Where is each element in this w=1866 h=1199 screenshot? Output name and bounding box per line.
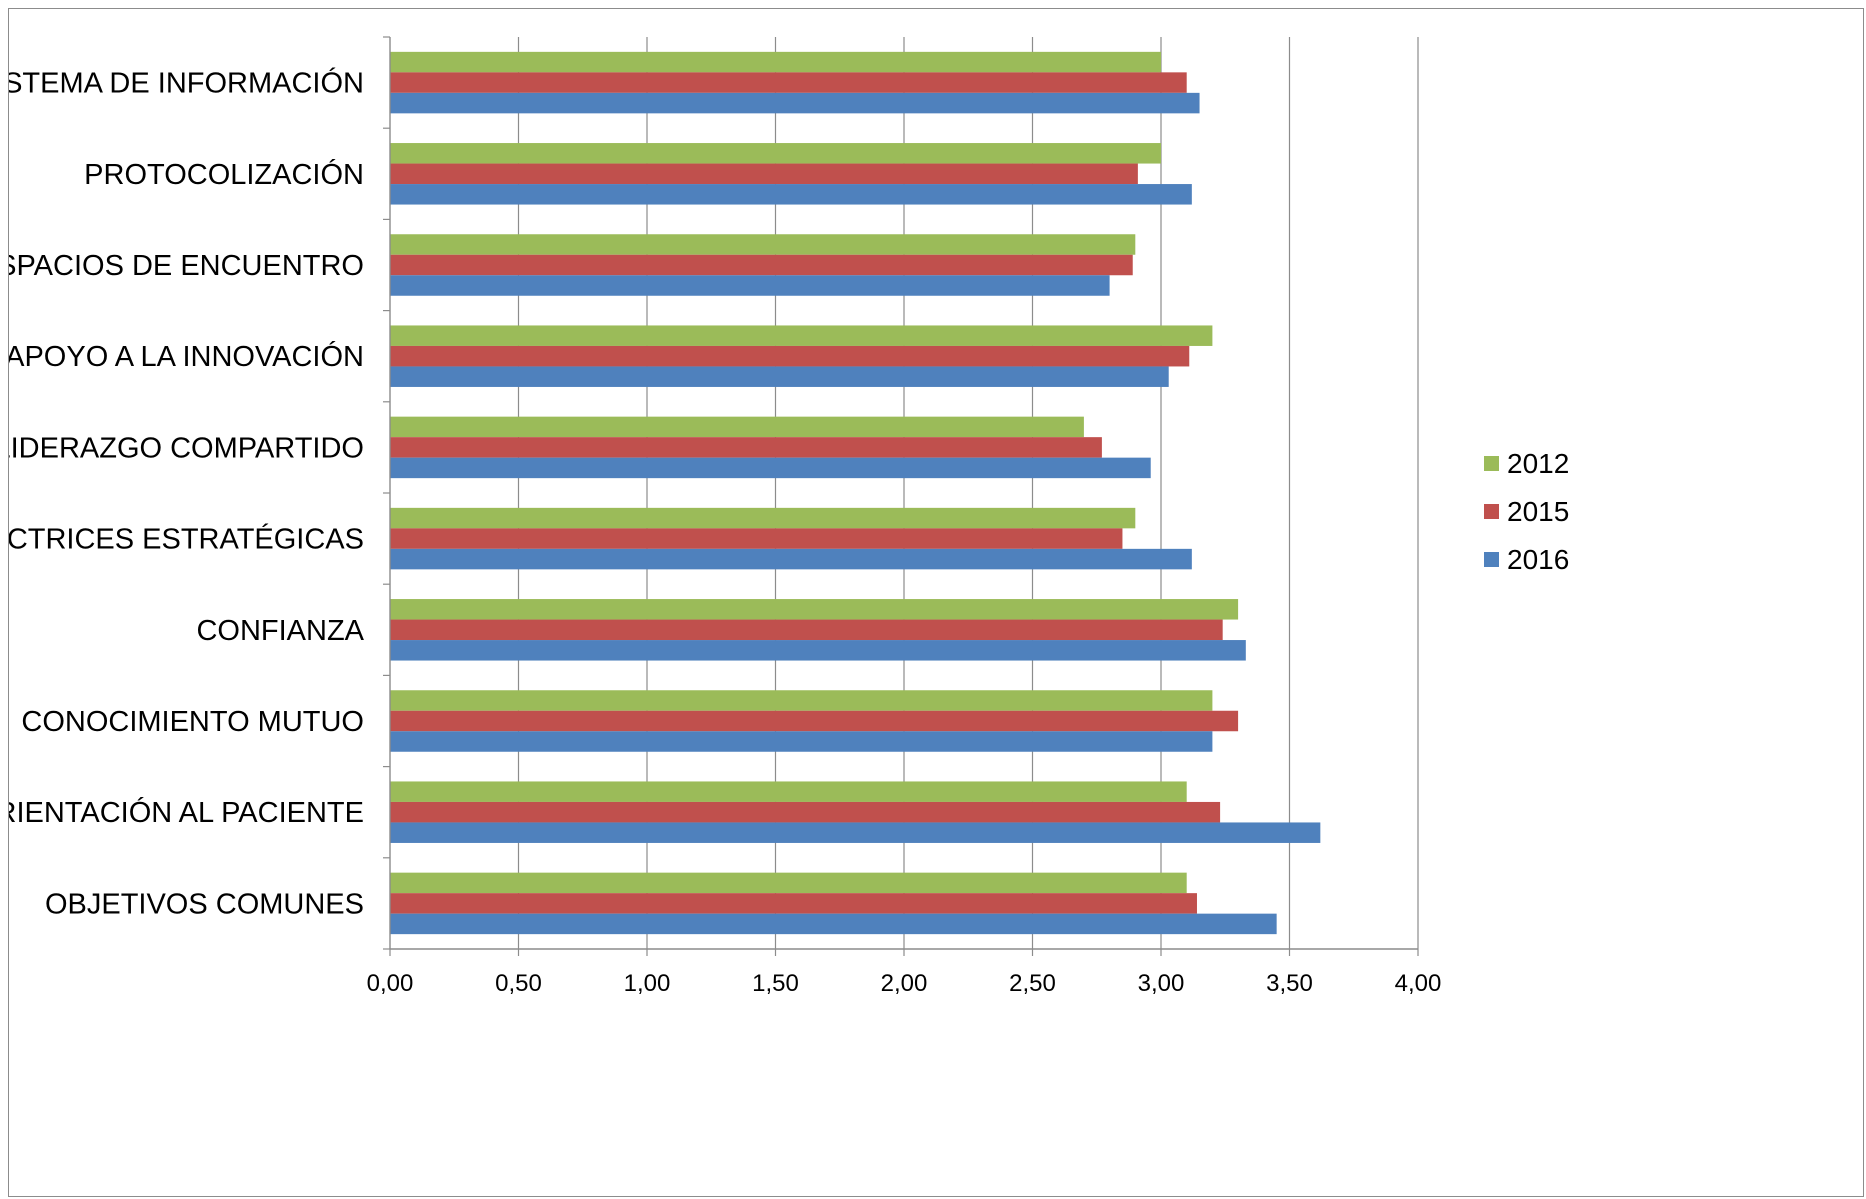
- bar-2015: [390, 72, 1187, 93]
- x-tick-label: 3,00: [1138, 970, 1185, 997]
- x-tick-label: 2,00: [881, 970, 928, 997]
- bar-2012: [390, 781, 1187, 802]
- category-labels: SISTEMA DE INFORMACIÓN PROTOCOLIZACIÓN ESP…: [9, 67, 365, 921]
- bar-2012: [390, 51, 1161, 73]
- chart-frame: SISTEMA DE INFORMACIÓN PROTOCOLIZACIÓN ESP…: [8, 8, 1864, 1197]
- bar-2016: [390, 640, 1246, 661]
- legend: 2012 2015 2016: [1484, 448, 1569, 575]
- category-label: DIRECTRICES ESTRATÉGICAS: [9, 523, 364, 556]
- bar-2016: [390, 366, 1169, 387]
- category-label: PROTOCOLIZACIÓN: [84, 158, 364, 191]
- bar-2016: [390, 275, 1110, 296]
- bar-2016: [390, 731, 1213, 752]
- x-tick-label: 3,50: [1266, 970, 1313, 997]
- bar-2012: [390, 325, 1213, 346]
- x-tick-label: 4,00: [1395, 970, 1442, 997]
- x-tick-label: 2,50: [1009, 970, 1056, 997]
- bar-2015: [390, 345, 1190, 367]
- legend-label: 2016: [1507, 544, 1569, 575]
- bar-2015: [390, 619, 1223, 641]
- bar-2015: [390, 254, 1133, 276]
- bar-2015: [390, 437, 1102, 458]
- x-tick-label: 1,50: [752, 970, 799, 997]
- bar-2012: [390, 507, 1136, 529]
- category-label: APOYO A LA INNOVACIÓN: [9, 340, 364, 373]
- bar-2012: [390, 599, 1239, 620]
- bar-2015: [390, 710, 1239, 732]
- legend-label: 2015: [1507, 496, 1569, 527]
- category-label: CONOCIMIENTO MUTUO: [21, 706, 364, 738]
- legend-swatch-2016: [1484, 552, 1499, 567]
- bar-2012: [390, 416, 1084, 438]
- bar-2012: [390, 143, 1161, 164]
- bar-2012: [390, 690, 1213, 711]
- bar-2015: [390, 893, 1197, 914]
- category-label: OBJETIVOS COMUNES: [45, 888, 364, 920]
- bar-2016: [390, 457, 1151, 479]
- bar-2016: [390, 822, 1321, 843]
- axes: [383, 36, 1419, 956]
- category-label: LIDERAZGO COMPARTIDO: [9, 432, 364, 464]
- x-tick-label: 0,00: [367, 970, 414, 997]
- legend-swatch-2015: [1484, 504, 1499, 519]
- bar-2012: [390, 872, 1187, 894]
- x-tick-label: 0,50: [495, 970, 542, 997]
- bar-2016: [390, 92, 1200, 114]
- legend-label: 2012: [1507, 448, 1569, 479]
- bar-2012: [390, 234, 1136, 255]
- category-label: CONFIANZA: [196, 615, 364, 647]
- bar-2016: [390, 184, 1192, 205]
- tick-labels: 0,00 0,50 1,00 1,50 2,00 2,50 3,00 3,50 4,00: [367, 970, 1442, 997]
- bar-2015: [390, 801, 1221, 823]
- legend-swatch-2012: [1484, 456, 1499, 471]
- bar-2015: [390, 163, 1138, 185]
- x-tick-label: 1,00: [624, 970, 671, 997]
- bar-2016: [390, 548, 1192, 570]
- category-label: ESPACIOS DE ENCUENTRO: [9, 250, 364, 282]
- bar-2015: [390, 528, 1123, 549]
- bar-chart: SISTEMA DE INFORMACIÓN PROTOCOLIZACIÓN ESP…: [9, 36, 1569, 997]
- bars: [390, 51, 1321, 935]
- category-label: SISTEMA DE INFORMACIÓN: [9, 67, 364, 100]
- category-label: ORIENTACIÓN AL PACIENTE: [9, 796, 364, 829]
- bar-2016: [390, 913, 1277, 935]
